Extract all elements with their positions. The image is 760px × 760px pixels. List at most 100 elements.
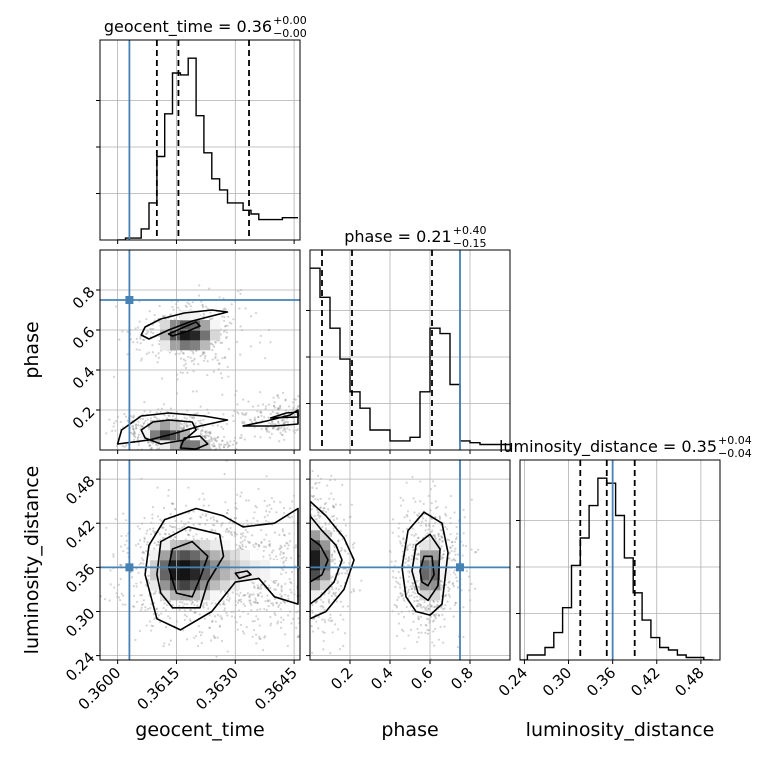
scatter-point — [218, 296, 221, 299]
scatter-point — [226, 365, 229, 369]
scatter-point — [183, 602, 186, 606]
scatter-point — [408, 519, 412, 522]
scatter-point — [146, 452, 148, 454]
scatter-point — [310, 508, 314, 511]
y-axis-label-phase: phase — [21, 321, 43, 378]
scatter-point — [303, 551, 305, 553]
scatter-point — [405, 548, 409, 552]
scatter-point — [210, 437, 213, 440]
scatter-point — [184, 359, 187, 362]
scatter-point — [126, 330, 129, 333]
scatter-point — [164, 609, 168, 612]
scatter-point — [307, 408, 309, 410]
panel-frame — [309, 459, 511, 661]
scatter-point — [415, 605, 419, 608]
scatter-point — [265, 533, 268, 536]
scatter-point — [273, 406, 276, 409]
scatter-point — [225, 611, 228, 615]
density-cell — [430, 540, 441, 551]
scatter-point — [423, 601, 426, 604]
scatter-point — [304, 627, 306, 629]
scatter-point — [303, 575, 305, 577]
scatter-point — [266, 504, 269, 508]
y-tick-label: 0.2 — [69, 403, 99, 433]
scatter-point — [170, 502, 174, 505]
density-cell — [260, 560, 271, 571]
scatter-point — [149, 533, 153, 536]
scatter-point — [220, 616, 223, 619]
scatter-point — [243, 632, 246, 635]
scatter-point — [416, 595, 419, 598]
density-cell — [180, 580, 191, 591]
density-cell — [220, 540, 231, 551]
scatter-point — [438, 517, 442, 521]
scatter-point — [317, 511, 320, 514]
scatter-point — [168, 465, 170, 467]
scatter-point — [222, 413, 225, 416]
scatter-point — [340, 572, 343, 575]
scatter-point — [267, 543, 271, 547]
scatter-point — [473, 587, 477, 590]
scatter-point — [272, 581, 275, 584]
scatter-point — [441, 540, 444, 543]
scatter-point — [352, 588, 355, 591]
scatter-point — [119, 420, 122, 424]
scatter-point — [307, 518, 309, 520]
scatter-point — [412, 543, 415, 547]
scatter-point — [277, 420, 280, 423]
scatter-point — [297, 635, 300, 638]
scatter-point — [253, 418, 256, 421]
scatter-point — [305, 492, 307, 494]
scatter-point — [272, 396, 275, 399]
scatter-point — [191, 416, 194, 419]
scatter-point — [140, 603, 144, 607]
scatter-point — [441, 586, 444, 589]
scatter-point — [295, 570, 297, 572]
scatter-point — [452, 585, 455, 588]
density-cell — [170, 540, 181, 551]
scatter-point — [221, 535, 224, 539]
scatter-point — [416, 513, 419, 517]
scatter-point — [141, 551, 144, 554]
scatter-point — [213, 444, 216, 448]
scatter-point — [265, 475, 268, 478]
scatter-point — [264, 426, 268, 429]
scatter-point — [289, 516, 292, 519]
scatter-point — [190, 416, 194, 419]
scatter-point — [210, 440, 213, 443]
scatter-point — [190, 602, 193, 606]
scatter-point — [297, 617, 300, 620]
scatter-point — [306, 585, 308, 587]
scatter-point — [395, 604, 398, 607]
scatter-point — [339, 503, 342, 506]
scatter-point — [236, 411, 239, 414]
scatter-point — [448, 595, 451, 598]
scatter-point — [103, 598, 107, 601]
scatter-point — [242, 524, 245, 527]
scatter-point — [397, 612, 400, 615]
scatter-point — [419, 603, 423, 607]
scatter-point — [243, 421, 246, 424]
scatter-point — [399, 496, 402, 499]
scatter-point — [189, 619, 192, 623]
scatter-point — [245, 519, 249, 522]
scatter-point — [329, 620, 333, 623]
scatter-point — [330, 556, 334, 559]
scatter-point — [352, 546, 355, 549]
scatter-point — [413, 596, 416, 599]
scatter-point — [268, 554, 271, 557]
density-cell — [210, 320, 221, 331]
scatter-point — [156, 361, 159, 364]
scatter-point — [267, 584, 271, 587]
density-cell — [190, 580, 201, 591]
density-cell — [430, 590, 441, 601]
density-cell — [200, 540, 211, 551]
scatter-point — [405, 605, 408, 609]
density-cell — [140, 430, 151, 441]
scatter-point — [427, 528, 430, 531]
scatter-point — [411, 546, 414, 549]
density-cell — [430, 570, 441, 581]
scatter-point — [239, 623, 243, 627]
scatter-point — [195, 349, 198, 353]
